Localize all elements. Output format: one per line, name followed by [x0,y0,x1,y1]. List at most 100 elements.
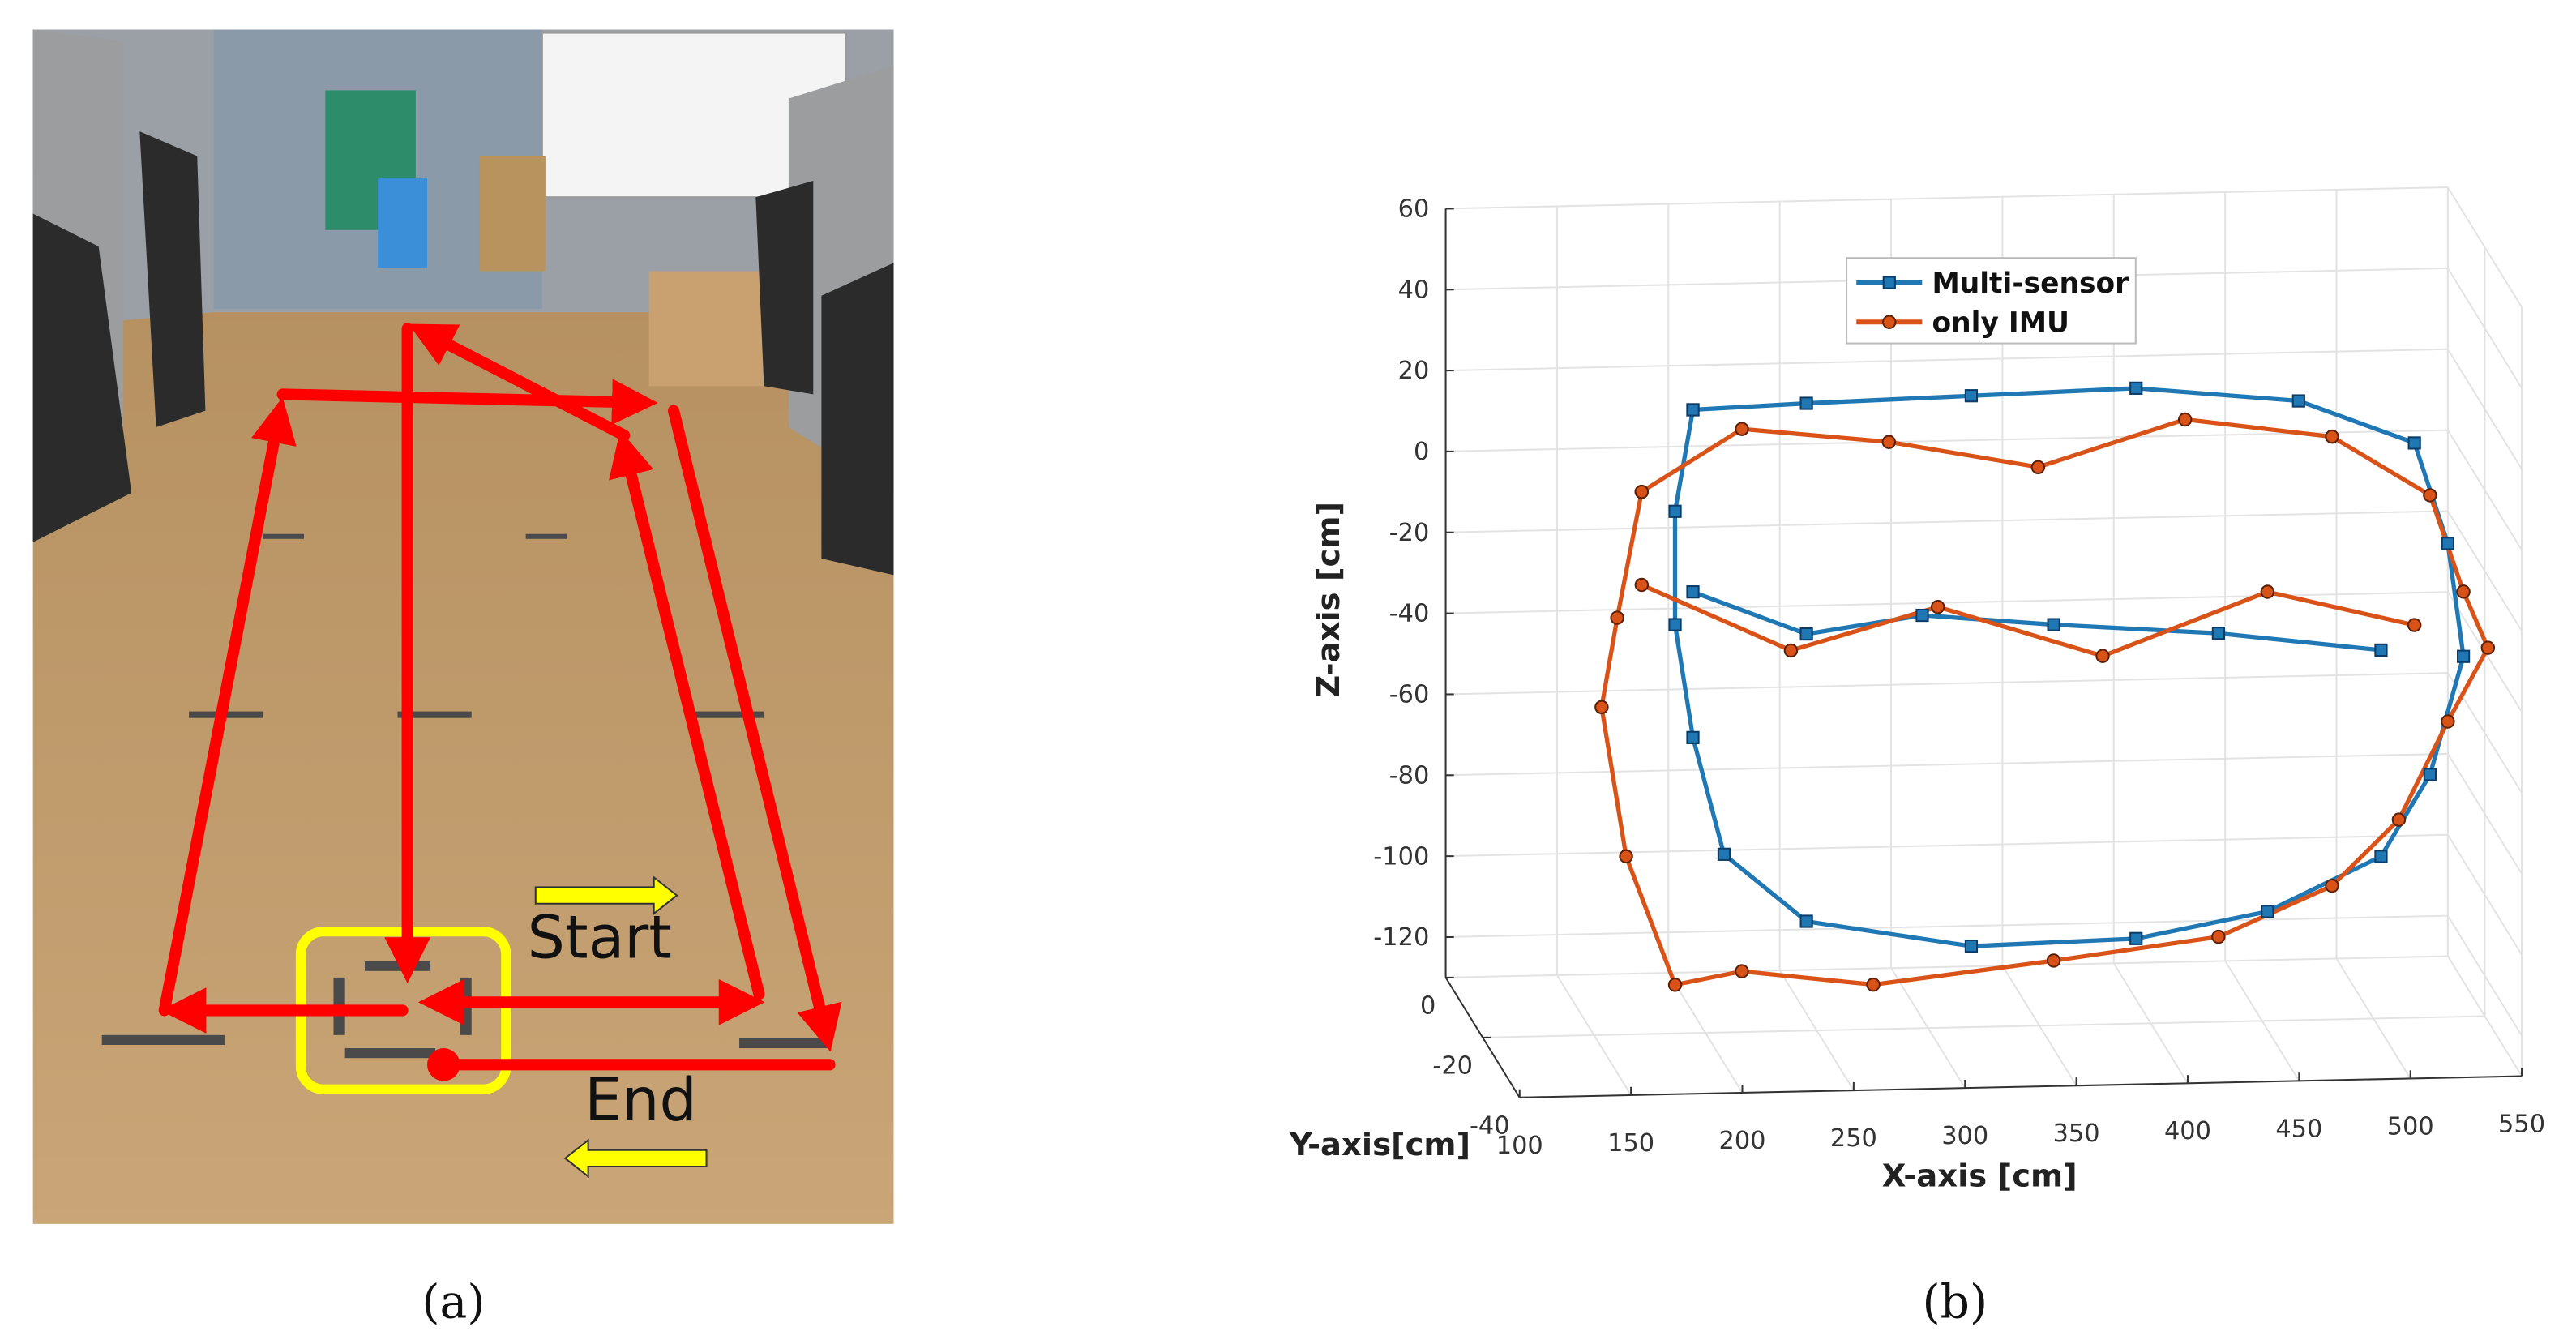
marker [1619,849,1633,864]
marker [2129,381,2143,395]
marker [2177,412,2193,427]
marker [2407,618,2422,632]
trajectory [1599,417,2490,987]
y-tick-label: -40 [1470,1111,1510,1140]
marker [1686,585,1700,599]
x-tick-label: 450 [2275,1115,2322,1143]
trajectory [1672,386,2466,948]
x-axis [1519,1075,2523,1098]
marker [2261,905,2274,918]
marker [1610,610,1624,625]
z-tick-label: -60 [1389,681,1430,709]
y-axis-label: Y-axis[cm] [1289,1127,1470,1163]
marker [2260,584,2275,599]
marker [2391,812,2407,827]
marker [2095,649,2110,663]
marker [2407,436,2421,450]
marker [1735,422,1749,436]
marker [2456,649,2471,663]
z-tick-label: 20 [1398,357,1430,385]
z-tick-label: -20 [1389,519,1430,547]
z-tick-label: 0 [1414,438,1429,466]
legend-label: Multi-sensor [1932,268,2129,300]
z-tick-label: -120 [1373,923,1429,952]
marker [1668,618,1682,631]
x-axis-label: X-axis [cm] [1882,1158,2077,1194]
grid-line [1445,348,2448,372]
marker [1686,403,1700,417]
marker [1799,627,1813,641]
marker [2374,643,2388,657]
marker [1594,700,1609,715]
marker [2211,929,2226,944]
x-tick-label: 250 [1830,1124,1877,1153]
marker [1915,608,1929,623]
grid-line [1445,510,2448,533]
x-tick-label: 150 [1607,1129,1654,1158]
marker [2046,953,2061,968]
start-label: Start [528,904,672,973]
marker [1668,504,1682,518]
legend-marker [1882,315,1897,329]
marker [1717,847,1731,861]
legend-marker [1882,276,1896,289]
z-tick-label: 60 [1398,195,1430,224]
z-axis-label: Z-axis [cm] [1311,502,1347,698]
marker [1686,730,1700,744]
marker [2325,879,2339,893]
grid-line [1445,672,2448,696]
x-tick-label: 500 [2387,1112,2434,1141]
marker [1964,940,1979,953]
grid-line [1445,752,2448,777]
x-tick-label: 300 [1941,1122,1988,1150]
y-tick-label: 0 [1420,991,1436,1020]
marker [2030,460,2046,475]
marker [2480,640,2496,655]
marker [1964,389,1979,403]
grid-line [1445,429,2448,452]
x-tick-label: 100 [1496,1132,1543,1160]
grid-line [1445,186,2448,210]
marker [1866,977,1881,992]
grid-line [1483,1015,2485,1038]
marker [1931,599,1945,614]
z-tick-label: 40 [1398,276,1430,304]
z-tick-label: -40 [1389,600,1430,628]
marker [1667,978,1683,992]
marker [2441,714,2455,729]
marker [2456,584,2471,599]
marker [1799,914,1813,928]
photo: Start End [32,29,894,1224]
grid-line [1445,914,2448,938]
z-tick-label: -80 [1389,761,1430,790]
marker [2374,850,2388,863]
marker [1881,435,1897,449]
marker [1735,964,1749,978]
plot-3d [1444,186,2523,1098]
legend-label: only IMU [1932,306,2069,339]
marker [2423,488,2437,503]
x-tick-label: 400 [2164,1117,2211,1145]
legend-box [1846,257,2137,345]
marker [2423,768,2437,781]
z-tick-label: -100 [1373,842,1429,871]
caption-a: (a) [421,1275,485,1329]
x-tick-label: 350 [2053,1120,2100,1148]
caption-b: (b) [1923,1275,1988,1329]
marker [1634,484,1650,499]
marker [1783,643,1799,658]
y-tick-label: -20 [1432,1051,1473,1080]
marker [1799,396,1813,410]
marker [2047,618,2060,631]
grid-line [1445,833,2448,858]
x-tick-label: 200 [1718,1127,1765,1155]
x-tick-label: 550 [2498,1110,2545,1138]
marker [2211,627,2226,640]
marker [2441,537,2454,550]
legend: Multi-sensor only IMU [1846,257,2137,345]
end-label: End [584,1066,697,1135]
marker [2291,394,2305,408]
grid-line [1445,955,2448,978]
marker [2325,429,2339,444]
